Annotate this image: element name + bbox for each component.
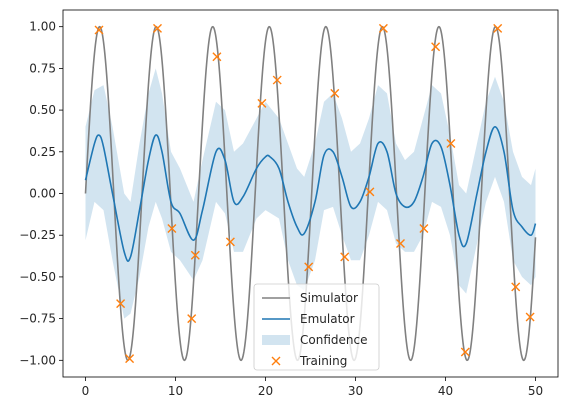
training-point <box>431 42 441 52</box>
training-point <box>340 252 350 262</box>
y-tick-label: −0.25 <box>19 228 56 242</box>
legend-box <box>253 283 380 371</box>
x-tick-label: 20 <box>258 384 273 398</box>
training-point <box>446 138 456 148</box>
y-tick-label: −0.75 <box>19 312 56 326</box>
training-point <box>167 224 177 234</box>
training-point <box>153 23 162 33</box>
training-point <box>460 347 470 357</box>
training-point <box>187 314 197 324</box>
x-tick-label: 50 <box>528 384 543 398</box>
y-axis: −1.00 −0.75 −0.50 −0.25 0.00 0.25 0.50 0.75 1.00 <box>19 20 63 367</box>
training-point <box>272 75 282 85</box>
training-point <box>304 262 314 272</box>
plot-area <box>84 23 537 364</box>
training-point <box>225 237 235 247</box>
training-point <box>212 52 222 62</box>
training-point <box>511 282 521 292</box>
training-point <box>396 239 405 249</box>
legend-label-emulator: Emulator <box>300 312 355 326</box>
x-tick-label: 0 <box>82 384 90 398</box>
y-tick-label: 1.00 <box>29 20 56 34</box>
y-tick-label: −0.50 <box>19 270 56 284</box>
confidence-band <box>85 68 536 319</box>
y-tick-label: 0.25 <box>29 145 56 159</box>
y-tick-label: 0.00 <box>29 187 56 201</box>
training-point <box>525 312 535 322</box>
training-point <box>125 354 135 364</box>
legend: Simulator Emulator Confidence Training <box>253 283 380 371</box>
training-point <box>190 250 200 260</box>
training-point <box>257 98 267 108</box>
training-point <box>116 299 126 309</box>
legend-swatch-confidence <box>262 335 290 345</box>
training-point <box>493 23 503 33</box>
x-tick-label: 40 <box>438 384 453 398</box>
legend-label-confidence: Confidence <box>300 333 367 347</box>
training-point <box>330 88 340 98</box>
legend-swatch-training <box>271 356 281 366</box>
training-point <box>419 224 429 234</box>
legend-label-simulator: Simulator <box>300 291 358 305</box>
training-point <box>378 23 388 33</box>
y-tick-label: 0.75 <box>29 61 56 75</box>
y-tick-label: −1.00 <box>19 353 56 367</box>
x-tick-label: 10 <box>168 384 183 398</box>
training-point <box>365 187 375 197</box>
x-axis: 0 10 20 30 40 50 <box>82 377 543 398</box>
training-point <box>94 25 104 35</box>
y-tick-label: 0.50 <box>29 103 56 117</box>
emulator-line <box>84 125 537 262</box>
legend-label-training: Training <box>299 354 347 368</box>
x-tick-label: 30 <box>348 384 363 398</box>
